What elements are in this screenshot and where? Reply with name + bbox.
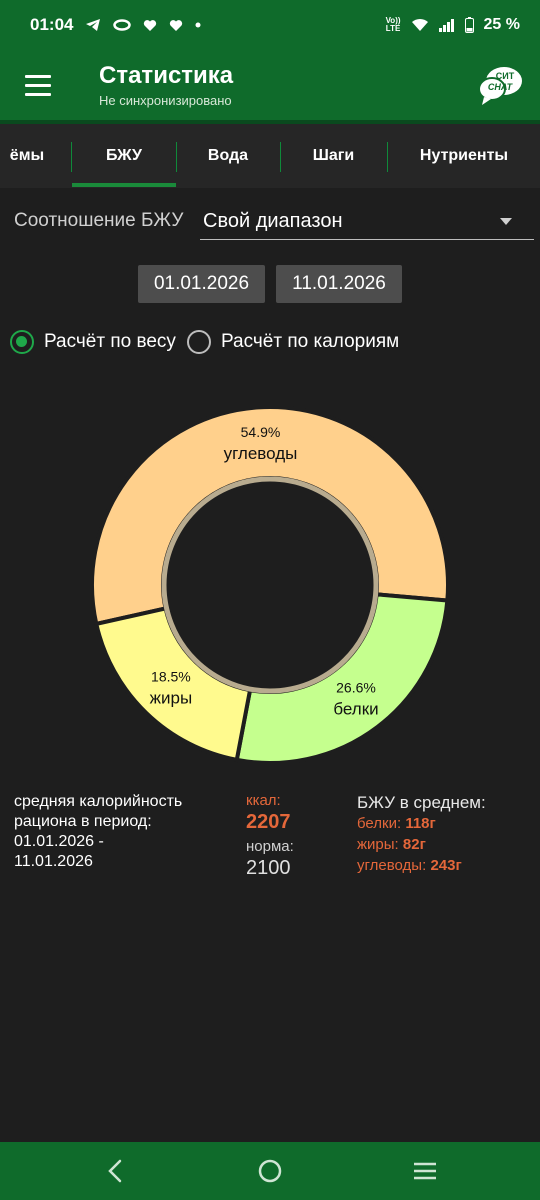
bju-donut-chart: 54.9% углеводы 26.6% белки 18.5% жиры bbox=[90, 405, 450, 765]
battery-percent: 25 % bbox=[483, 16, 520, 33]
heart-icon bbox=[144, 19, 157, 31]
back-button[interactable] bbox=[84, 1152, 144, 1190]
battery-icon bbox=[464, 17, 474, 33]
tab-bju[interactable]: БЖУ bbox=[106, 147, 142, 164]
label-protein-name: белки bbox=[333, 700, 378, 719]
date-from-button[interactable]: 01.01.2026 bbox=[138, 265, 265, 303]
status-time: 01:04 bbox=[30, 15, 74, 34]
avg-calories-description: средняя калорийность рациона в период: 0… bbox=[14, 792, 214, 872]
ring-icon bbox=[113, 19, 132, 31]
wifi-icon bbox=[411, 18, 428, 31]
date-to-button[interactable]: 11.01.2026 bbox=[276, 265, 402, 303]
label-carbs-name: углеводы bbox=[224, 444, 298, 463]
telegram-icon bbox=[86, 19, 101, 31]
norm-label: норма: bbox=[246, 838, 294, 855]
chat-button[interactable]: СИТ CHAT bbox=[478, 63, 524, 107]
label-protein-percent: 26.6% bbox=[336, 680, 376, 696]
home-button[interactable] bbox=[240, 1152, 300, 1190]
volte-icon: Vo)) LTE bbox=[385, 16, 401, 33]
label-fat-name: жиры bbox=[150, 688, 193, 707]
signal-icon bbox=[438, 19, 454, 32]
dropdown-arrow-icon bbox=[500, 218, 512, 225]
heart-icon bbox=[170, 19, 183, 31]
label-fat-percent: 18.5% bbox=[151, 668, 191, 684]
page-title: Статистика bbox=[99, 62, 234, 89]
period-end: 11.01.2026 bbox=[14, 853, 93, 870]
fat-average: жиры: 82г bbox=[357, 836, 426, 853]
menu-icon bbox=[25, 74, 51, 78]
ratio-label: Соотношение БЖУ bbox=[14, 210, 184, 231]
recent-apps-button[interactable] bbox=[395, 1152, 455, 1190]
kcal-label: ккал: bbox=[246, 792, 281, 809]
ratio-dropdown[interactable]: Свой диапазон bbox=[200, 204, 534, 240]
menu-button[interactable] bbox=[0, 50, 76, 120]
tab-water[interactable]: Вода bbox=[207, 147, 249, 164]
tab-nutrients[interactable]: Нутриенты bbox=[419, 147, 509, 164]
radio-checked-icon bbox=[10, 330, 34, 354]
carbs-average: углеводы: 243г bbox=[357, 857, 462, 874]
norm-value: 2100 bbox=[246, 857, 291, 879]
chat-logo-text-bottom: CHAT bbox=[488, 82, 514, 92]
tab-bar: ёмы БЖУ Вода Шаги Нутриенты bbox=[0, 124, 540, 188]
radio-unchecked-icon bbox=[187, 330, 211, 354]
app-bar: Статистика Не синхронизировано СИТ CHAT bbox=[0, 50, 540, 120]
calories-summary: ккал: 2207 норма: 2100 bbox=[246, 792, 294, 880]
radio-by-weight[interactable]: Расчёт по весу bbox=[10, 326, 176, 358]
sync-status: Не синхронизировано bbox=[99, 93, 232, 108]
protein-average: белки: 118г bbox=[357, 815, 436, 832]
bju-average-title: БЖУ в среднем: bbox=[357, 793, 486, 812]
system-nav-bar bbox=[0, 1142, 540, 1200]
label-carbs-percent: 54.9% bbox=[241, 424, 281, 440]
kcal-value: 2207 bbox=[246, 811, 291, 833]
tab-indicator bbox=[72, 183, 176, 187]
bju-average: БЖУ в среднем: белки: 118г жиры: 82г угл… bbox=[357, 792, 486, 876]
status-bar: 01:04 Vo)) LTE 25 % bbox=[0, 0, 540, 50]
tab-meals[interactable]: ёмы bbox=[9, 147, 45, 164]
ratio-value: Свой диапазон bbox=[203, 210, 343, 232]
dot-icon bbox=[195, 22, 201, 28]
donut-hole bbox=[161, 476, 379, 694]
chat-logo-text-top: СИТ bbox=[496, 71, 515, 81]
radio-by-calories[interactable]: Расчёт по калориям bbox=[187, 326, 399, 358]
tab-steps[interactable]: Шаги bbox=[312, 147, 355, 164]
period-start: 01.01.2026 - bbox=[14, 833, 104, 850]
